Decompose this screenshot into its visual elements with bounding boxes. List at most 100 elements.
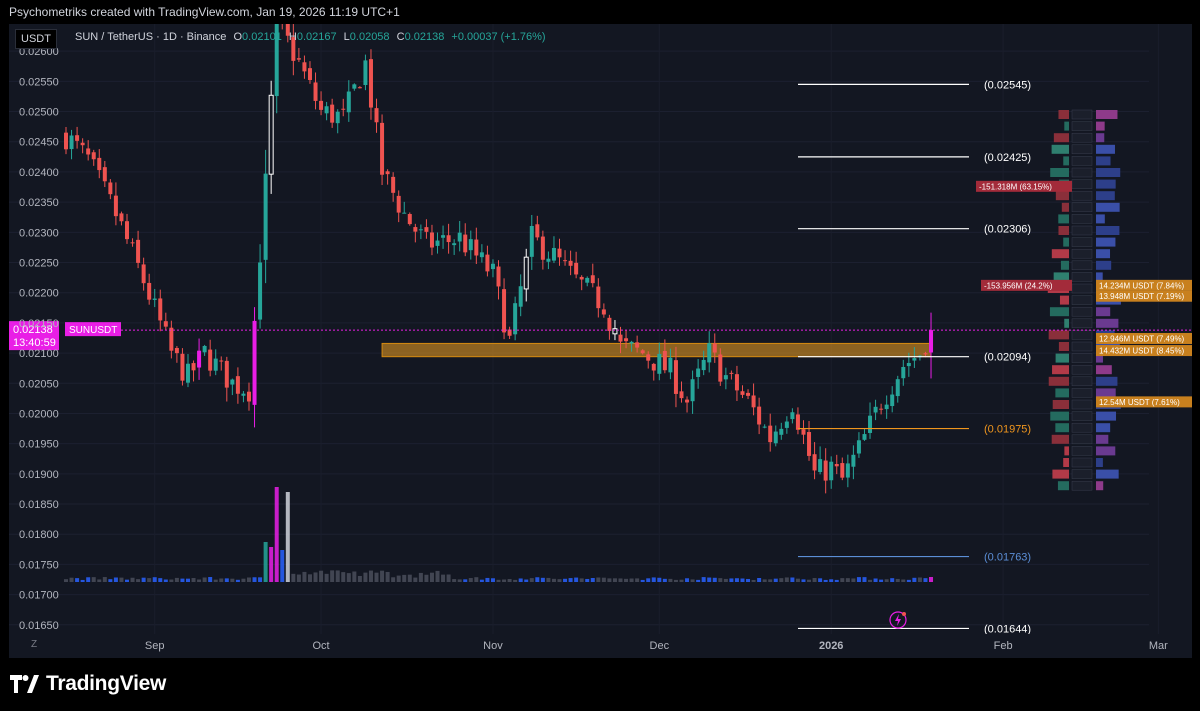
book-price-cell	[1071, 132, 1093, 143]
book-ask-bar	[1096, 249, 1111, 259]
volume-bar	[374, 572, 379, 582]
symbol-label: SUNUSDT	[69, 325, 117, 336]
book-bid-bar	[1055, 353, 1069, 363]
notification-dot	[902, 612, 906, 616]
volume-bar	[723, 578, 728, 582]
book-ask-bar	[1096, 110, 1118, 119]
book-price-cell	[1071, 318, 1093, 329]
book-bid-bar	[1064, 446, 1069, 456]
volume-bar	[413, 577, 418, 582]
volume-bar	[629, 578, 634, 582]
candle-body	[374, 108, 379, 123]
volume-bar	[269, 547, 274, 582]
book-bid-bar	[1048, 330, 1069, 340]
y-tick-label: 0.01900	[19, 469, 59, 481]
volume-bar	[590, 578, 595, 582]
volume-bar	[313, 572, 318, 582]
y-tick-label: 0.02150	[19, 318, 59, 330]
candle-body	[252, 320, 257, 405]
candle-body	[202, 345, 207, 353]
volume-bar	[158, 578, 163, 582]
candle-body	[790, 412, 795, 420]
book-price-cell	[1071, 341, 1093, 352]
candle-body	[230, 379, 235, 385]
candle-body	[862, 434, 867, 440]
candle-body	[563, 260, 568, 262]
candle-body	[834, 464, 839, 467]
candle-body	[690, 379, 695, 402]
y-tick-label: 0.02550	[19, 76, 59, 88]
currency-badge[interactable]: USDT	[15, 29, 57, 49]
candle-body	[307, 68, 312, 81]
volume-bar	[97, 579, 102, 582]
price-level-label: (0.01644)	[984, 623, 1031, 635]
book-ask-bar	[1096, 156, 1111, 166]
volume-bar	[873, 578, 878, 582]
book-size-badge	[981, 279, 1072, 291]
volume-bar	[757, 577, 762, 582]
candle-body	[391, 176, 396, 193]
candle-body	[723, 375, 728, 380]
candle-body	[507, 329, 512, 336]
candle-body	[268, 94, 274, 175]
candle-body	[773, 431, 778, 444]
book-bid-bar	[1064, 318, 1069, 328]
book-ask-bar	[1096, 469, 1119, 479]
volume-bar	[779, 578, 784, 582]
candle-body	[529, 225, 534, 257]
book-price-cell	[1071, 295, 1093, 305]
volume-bar	[651, 577, 656, 582]
book-bid-bar	[1063, 237, 1069, 247]
book-bid-bar	[1052, 365, 1069, 375]
lightning-icon-bolt	[895, 614, 901, 626]
candle-body	[701, 359, 706, 371]
candle-body	[646, 354, 651, 361]
candle-body	[746, 392, 751, 396]
candle-body	[341, 108, 346, 110]
candle-body	[69, 135, 74, 150]
candle-body	[158, 298, 163, 321]
candle-body	[579, 276, 584, 280]
price-level-label: (0.02425)	[984, 152, 1031, 164]
y-tick-label: 0.02600	[19, 46, 59, 58]
candle-body	[291, 37, 296, 61]
volume-bar	[601, 577, 606, 582]
candle-body	[590, 275, 595, 284]
volume-bar	[191, 578, 196, 582]
candle-body	[296, 58, 301, 60]
candle-body	[485, 254, 490, 272]
candle-body	[679, 391, 684, 399]
candle-body	[929, 330, 934, 353]
candle-body	[612, 328, 618, 335]
volume-bar	[685, 578, 690, 582]
tradingview-logo: TradingView	[10, 672, 166, 696]
book-ask-bar	[1096, 446, 1116, 456]
book-price-cell	[1071, 214, 1093, 224]
book-ask-bar	[1096, 458, 1103, 467]
book-bid-bar	[1064, 121, 1069, 131]
volume-bar	[136, 579, 141, 582]
volume-bar	[124, 579, 129, 582]
volume-bar	[829, 579, 834, 582]
y-tick-label: 0.01850	[19, 499, 59, 511]
volume-bar	[230, 578, 235, 582]
low-label: L	[343, 31, 350, 43]
price-chart[interactable]: (0.02545) (0.02425) (0.02306) (0.02094) (0.0…	[9, 24, 1192, 658]
book-price-cell	[1071, 446, 1093, 456]
change-value: +0.00037 (+1.76%)	[451, 31, 546, 43]
volume-bar	[535, 577, 540, 582]
candle-body	[762, 426, 767, 428]
volume-bar	[485, 577, 490, 582]
volume-bar	[546, 577, 551, 582]
volume-bar	[208, 577, 213, 582]
book-ask-bar	[1096, 144, 1115, 154]
volume-bar	[197, 579, 202, 582]
volume-bar	[224, 578, 229, 582]
candle-body	[718, 354, 723, 382]
candle-body	[535, 224, 540, 238]
candle-body	[895, 379, 900, 397]
volume-bar	[812, 578, 817, 582]
z-button[interactable]: Z	[31, 639, 38, 650]
chart-frame[interactable]: (0.02545) (0.02425) (0.02306) (0.02094) (0.0…	[9, 24, 1192, 658]
candle-body	[75, 135, 80, 141]
